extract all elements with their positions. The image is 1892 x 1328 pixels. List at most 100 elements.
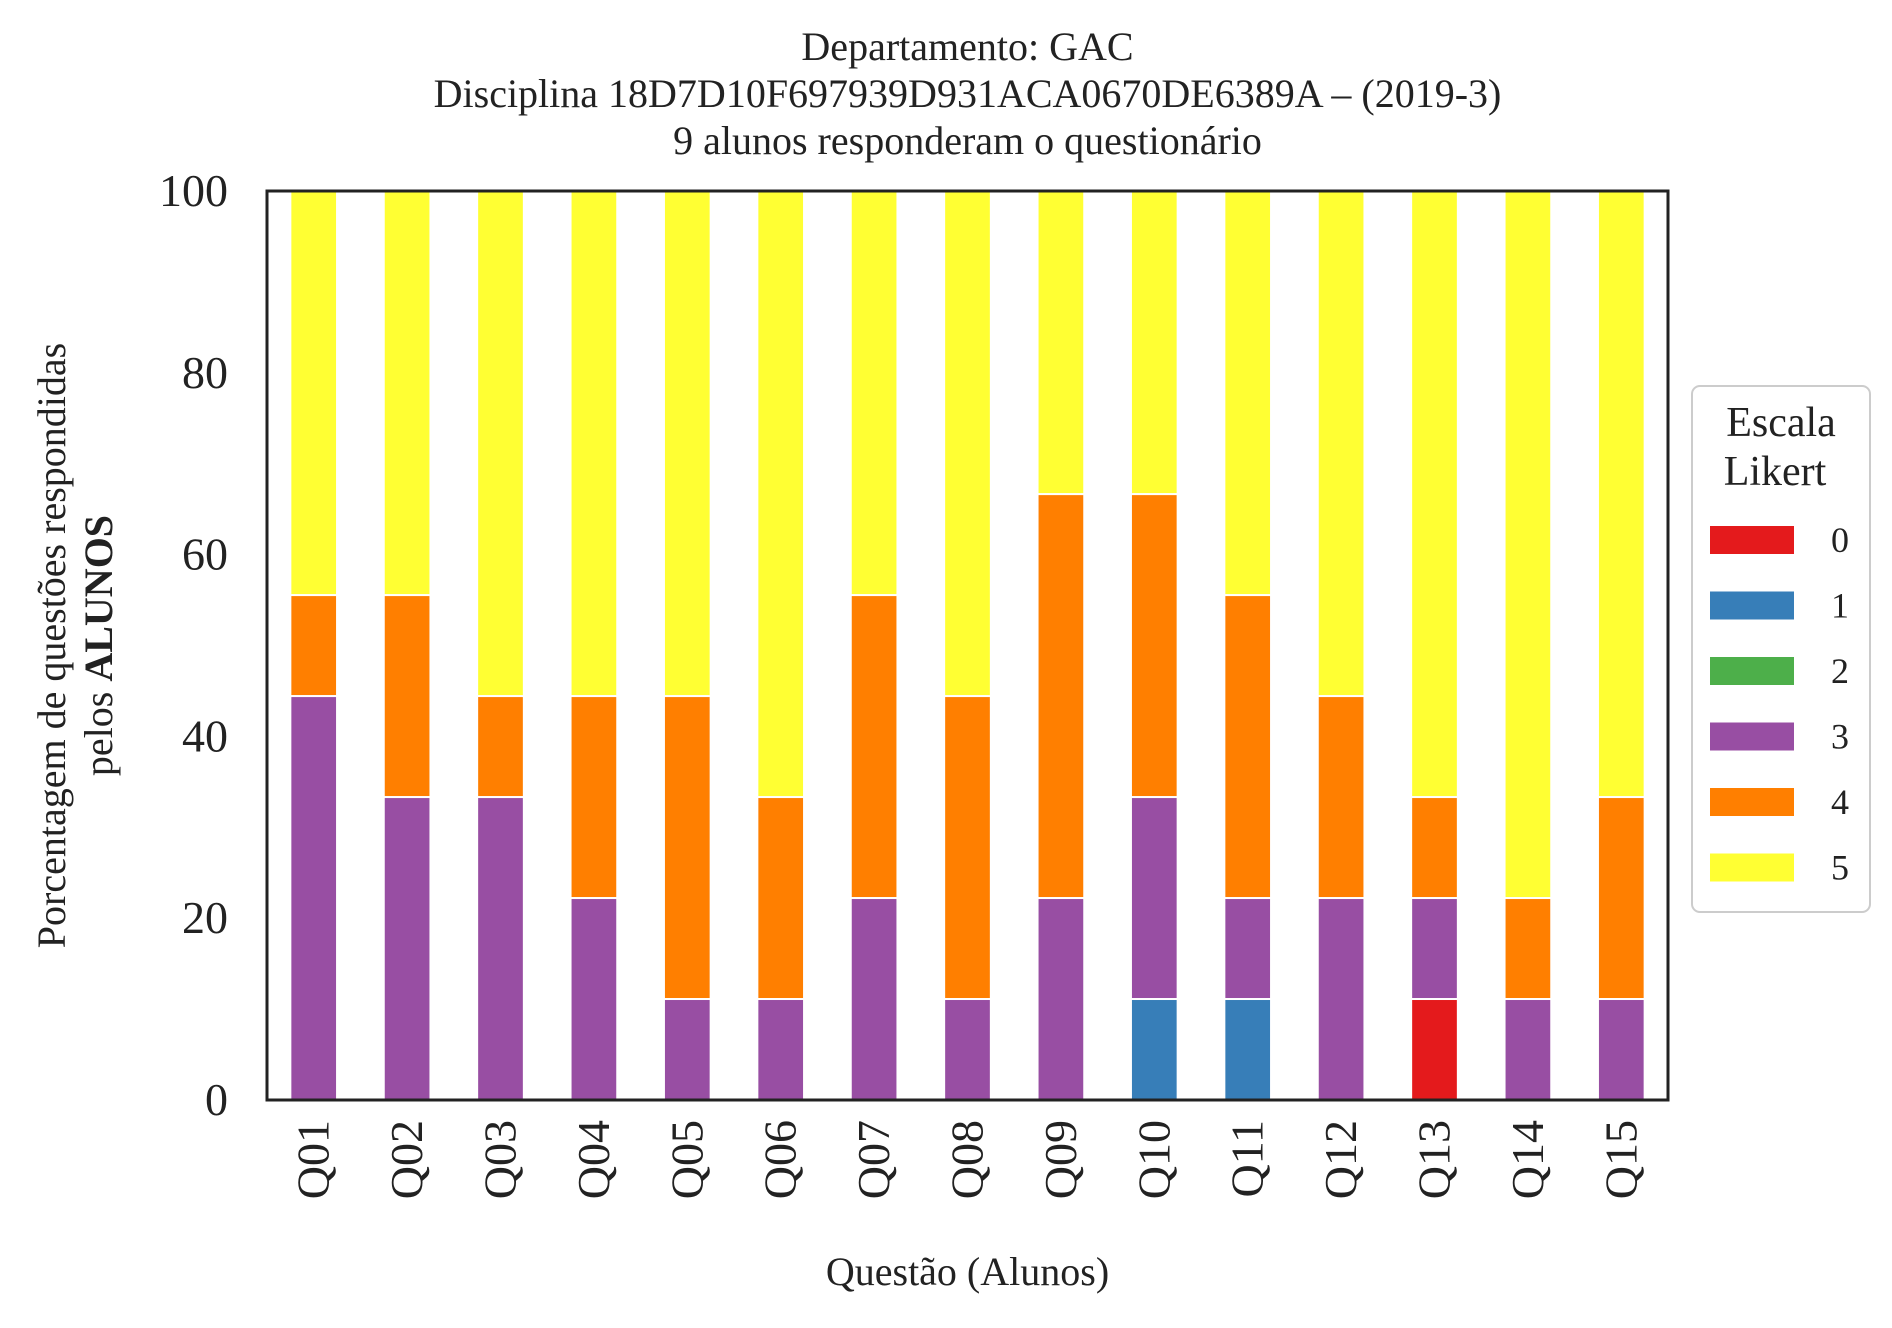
legend-swatch: [1710, 722, 1794, 751]
bar-segment: [476, 190, 525, 698]
bar-segment: [1036, 493, 1086, 900]
x-tick-label: Q12: [1315, 1120, 1366, 1199]
x-tick-label: Q07: [848, 1120, 899, 1199]
bar-segment: [1316, 190, 1366, 698]
title-line: Departamento: GAC: [801, 24, 1133, 69]
bar-segment: [1503, 897, 1553, 1001]
legend-swatch: [1710, 853, 1794, 882]
bar-segment: [1036, 897, 1086, 1101]
legend-label: 3: [1831, 717, 1849, 757]
bar-segment: [943, 998, 992, 1101]
y-label-prefix: pelos: [76, 682, 121, 776]
legend-label: 4: [1831, 782, 1849, 822]
bar-segment: [943, 695, 992, 1001]
y-axis: 0 20 40 60 80 100: [159, 165, 228, 1125]
x-tick-label: Q09: [1035, 1120, 1086, 1199]
bar-segment: [1316, 695, 1366, 900]
x-tick-label: Q11: [1222, 1120, 1273, 1198]
bar-segment: [1410, 796, 1459, 900]
bar-segment: [1223, 897, 1273, 1001]
y-tick-label: 80: [182, 347, 228, 398]
legend-title: Likert: [1724, 449, 1827, 495]
bar-segment: [1503, 998, 1553, 1101]
legend-label: 5: [1831, 848, 1849, 888]
legend-label: 2: [1831, 651, 1849, 691]
bars: [289, 190, 1646, 1101]
bar-segment: [1129, 796, 1179, 1001]
bar-segment: [289, 695, 339, 1101]
bar-segment: [382, 594, 432, 799]
bar-segment: [1410, 998, 1459, 1101]
bar-segment: [1316, 897, 1366, 1101]
bar-segment: [849, 594, 899, 900]
legend-swatch: [1710, 657, 1794, 685]
bar-segment: [943, 190, 992, 698]
x-tick-label: Q14: [1502, 1120, 1553, 1199]
x-tick-label: Q08: [942, 1120, 993, 1199]
x-tick-label: Q06: [755, 1120, 806, 1199]
legend-title: Escala: [1726, 400, 1836, 446]
y-tick-label: 0: [205, 1074, 228, 1125]
bar-segment: [382, 796, 432, 1101]
bar-segment: [476, 695, 525, 799]
bar-segment: [756, 998, 806, 1101]
bar-segment: [756, 190, 806, 799]
plot-frame: [265, 189, 1670, 1102]
title-line: Disciplina 18D7D10F697939D931ACA0670DE63…: [434, 71, 1502, 116]
bar-segment: [756, 796, 806, 1001]
bar-segment: [476, 796, 525, 1101]
bar-segment: [849, 190, 899, 597]
legend-label: 0: [1831, 520, 1849, 560]
x-axis-label: Questão (Alunos): [826, 1249, 1109, 1294]
legend-swatch: [1710, 526, 1794, 554]
legend-swatch: [1710, 788, 1794, 816]
y-tick-label: 20: [182, 892, 228, 943]
bar-segment: [1410, 190, 1459, 799]
y-tick-label: 40: [182, 710, 228, 761]
y-tick-label: 100: [159, 165, 228, 216]
bar-segment: [569, 190, 619, 698]
bar-segment: [1596, 190, 1646, 799]
y-label-line: pelos ALUNOS: [76, 515, 121, 776]
bar-segment: [1410, 897, 1459, 1001]
bar-segment: [1596, 998, 1646, 1101]
bar-segment: [1129, 190, 1179, 496]
x-tick-label: Q01: [288, 1120, 339, 1199]
bar-segment: [289, 594, 339, 698]
bar-segment: [1503, 190, 1553, 900]
bar-segment: [569, 897, 619, 1101]
x-axis: Q01 Q02 Q03 Q04 Q05 Q06 Q07 Q08 Q09 Q10 Q11 Q12 Q13 Q…: [288, 1120, 1647, 1199]
bar-segment: [569, 695, 619, 900]
bar-segment: [382, 190, 432, 597]
x-tick-label: Q04: [568, 1120, 619, 1199]
legend-swatch: [1710, 591, 1794, 620]
bar-segment: [289, 190, 339, 597]
bar-segment: [849, 897, 899, 1101]
bar-segment: [1129, 998, 1179, 1101]
x-tick-label: Q05: [661, 1120, 712, 1199]
y-tick-label: 60: [182, 529, 228, 580]
bar-segment: [1223, 594, 1273, 900]
legend-box: [1691, 385, 1871, 913]
bar-segment: [662, 998, 712, 1101]
x-tick-label: Q02: [381, 1120, 432, 1199]
bar-segment: [662, 695, 712, 1001]
title-line: 9 alunos responderam o questionário: [673, 118, 1262, 163]
bar-segment: [1223, 998, 1273, 1101]
bar-segment: [662, 190, 712, 698]
y-label-line: Porcentagem de questões respondidas: [29, 343, 74, 948]
x-tick-label: Q15: [1595, 1120, 1646, 1199]
x-tick-label: Q03: [475, 1120, 526, 1199]
bar-segment: [1596, 796, 1646, 1001]
bar-segment: [1129, 493, 1179, 799]
bar-segment: [1036, 190, 1086, 496]
x-tick-label: Q13: [1409, 1120, 1460, 1199]
y-label-bold: ALUNOS: [76, 515, 121, 682]
bar-segment: [1223, 190, 1273, 597]
legend-label: 1: [1831, 586, 1849, 626]
y-axis-label: Porcentagem de questões respondidas pelos…: [29, 343, 121, 948]
